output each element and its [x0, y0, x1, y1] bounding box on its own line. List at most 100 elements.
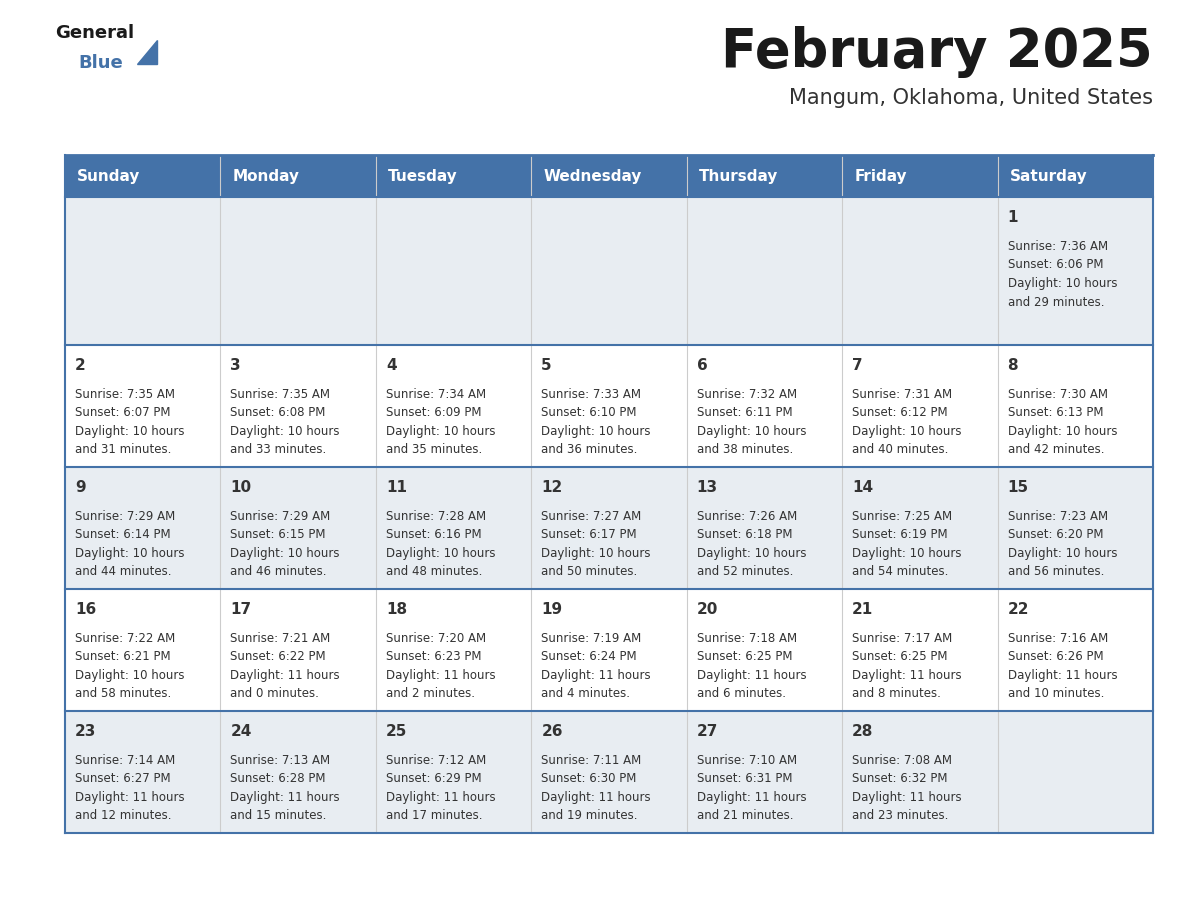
Bar: [65, 197, 1154, 345]
Text: and 6 minutes.: and 6 minutes.: [696, 688, 785, 700]
Text: and 0 minutes.: and 0 minutes.: [230, 688, 320, 700]
Text: and 52 minutes.: and 52 minutes.: [696, 565, 794, 578]
Text: and 56 minutes.: and 56 minutes.: [1007, 565, 1104, 578]
Text: and 2 minutes.: and 2 minutes.: [386, 688, 475, 700]
Text: Daylight: 10 hours: Daylight: 10 hours: [75, 547, 184, 560]
Text: 28: 28: [852, 724, 873, 739]
Text: Sunset: 6:27 PM: Sunset: 6:27 PM: [75, 773, 171, 786]
Bar: [65, 467, 1154, 589]
Text: Friday: Friday: [854, 169, 906, 184]
Text: 26: 26: [542, 724, 563, 739]
Text: Sunset: 6:24 PM: Sunset: 6:24 PM: [542, 651, 637, 664]
Text: Sunrise: 7:08 AM: Sunrise: 7:08 AM: [852, 754, 952, 767]
Text: Sunday: Sunday: [77, 169, 140, 184]
Text: 13: 13: [696, 480, 718, 495]
Bar: [65, 711, 1154, 833]
Text: and 44 minutes.: and 44 minutes.: [75, 565, 171, 578]
Text: Sunrise: 7:28 AM: Sunrise: 7:28 AM: [386, 510, 486, 523]
Text: Daylight: 10 hours: Daylight: 10 hours: [542, 425, 651, 438]
Text: Daylight: 10 hours: Daylight: 10 hours: [852, 547, 961, 560]
Text: Sunrise: 7:12 AM: Sunrise: 7:12 AM: [386, 754, 486, 767]
Text: Daylight: 11 hours: Daylight: 11 hours: [852, 669, 962, 682]
Text: and 21 minutes.: and 21 minutes.: [696, 810, 794, 823]
Text: Sunset: 6:12 PM: Sunset: 6:12 PM: [852, 407, 948, 420]
Text: Sunset: 6:30 PM: Sunset: 6:30 PM: [542, 773, 637, 786]
Text: Tuesday: Tuesday: [387, 169, 457, 184]
Text: Sunset: 6:11 PM: Sunset: 6:11 PM: [696, 407, 792, 420]
Text: 2: 2: [75, 358, 86, 373]
Text: 22: 22: [1007, 602, 1029, 617]
Text: Sunset: 6:21 PM: Sunset: 6:21 PM: [75, 651, 171, 664]
Text: Daylight: 10 hours: Daylight: 10 hours: [1007, 277, 1117, 290]
Text: Sunset: 6:16 PM: Sunset: 6:16 PM: [386, 529, 481, 542]
Text: Daylight: 10 hours: Daylight: 10 hours: [852, 425, 961, 438]
Text: Monday: Monday: [233, 169, 299, 184]
Text: Sunrise: 7:18 AM: Sunrise: 7:18 AM: [696, 632, 797, 645]
Text: Sunset: 6:25 PM: Sunset: 6:25 PM: [696, 651, 792, 664]
Text: Sunset: 6:20 PM: Sunset: 6:20 PM: [1007, 529, 1104, 542]
Text: and 38 minutes.: and 38 minutes.: [696, 443, 792, 456]
Text: Daylight: 10 hours: Daylight: 10 hours: [542, 547, 651, 560]
Text: Sunrise: 7:31 AM: Sunrise: 7:31 AM: [852, 388, 953, 401]
Text: Daylight: 11 hours: Daylight: 11 hours: [542, 669, 651, 682]
Text: Sunrise: 7:21 AM: Sunrise: 7:21 AM: [230, 632, 330, 645]
Text: 4: 4: [386, 358, 397, 373]
Text: 12: 12: [542, 480, 563, 495]
Text: Sunset: 6:17 PM: Sunset: 6:17 PM: [542, 529, 637, 542]
Text: Daylight: 10 hours: Daylight: 10 hours: [1007, 547, 1117, 560]
Text: Sunrise: 7:29 AM: Sunrise: 7:29 AM: [230, 510, 330, 523]
Text: Sunrise: 7:26 AM: Sunrise: 7:26 AM: [696, 510, 797, 523]
Text: Sunset: 6:31 PM: Sunset: 6:31 PM: [696, 773, 792, 786]
Text: 20: 20: [696, 602, 718, 617]
Text: Mangum, Oklahoma, United States: Mangum, Oklahoma, United States: [789, 88, 1154, 108]
Text: 8: 8: [1007, 358, 1018, 373]
Text: 17: 17: [230, 602, 252, 617]
Text: Sunset: 6:22 PM: Sunset: 6:22 PM: [230, 651, 326, 664]
Text: Sunrise: 7:29 AM: Sunrise: 7:29 AM: [75, 510, 176, 523]
Text: and 33 minutes.: and 33 minutes.: [230, 443, 327, 456]
Text: Sunset: 6:23 PM: Sunset: 6:23 PM: [386, 651, 481, 664]
Text: Sunrise: 7:19 AM: Sunrise: 7:19 AM: [542, 632, 642, 645]
Text: 1: 1: [1007, 210, 1018, 225]
Text: Sunrise: 7:35 AM: Sunrise: 7:35 AM: [230, 388, 330, 401]
Text: Sunset: 6:29 PM: Sunset: 6:29 PM: [386, 773, 481, 786]
Text: Sunrise: 7:22 AM: Sunrise: 7:22 AM: [75, 632, 176, 645]
Text: Sunrise: 7:32 AM: Sunrise: 7:32 AM: [696, 388, 797, 401]
Text: and 42 minutes.: and 42 minutes.: [1007, 443, 1104, 456]
Text: 7: 7: [852, 358, 862, 373]
Text: and 17 minutes.: and 17 minutes.: [386, 810, 482, 823]
Bar: [65, 589, 1154, 711]
Text: Sunset: 6:10 PM: Sunset: 6:10 PM: [542, 407, 637, 420]
Text: Daylight: 10 hours: Daylight: 10 hours: [230, 547, 340, 560]
Text: Sunrise: 7:35 AM: Sunrise: 7:35 AM: [75, 388, 175, 401]
Text: Sunset: 6:13 PM: Sunset: 6:13 PM: [1007, 407, 1104, 420]
Bar: [65, 345, 1154, 467]
Text: Sunset: 6:06 PM: Sunset: 6:06 PM: [1007, 259, 1104, 272]
Text: Saturday: Saturday: [1010, 169, 1087, 184]
Text: Daylight: 10 hours: Daylight: 10 hours: [386, 547, 495, 560]
Text: February 2025: February 2025: [721, 26, 1154, 78]
Text: and 36 minutes.: and 36 minutes.: [542, 443, 638, 456]
Text: Daylight: 11 hours: Daylight: 11 hours: [386, 791, 495, 804]
Text: and 58 minutes.: and 58 minutes.: [75, 688, 171, 700]
Text: and 46 minutes.: and 46 minutes.: [230, 565, 327, 578]
Text: Sunrise: 7:30 AM: Sunrise: 7:30 AM: [1007, 388, 1107, 401]
Text: Thursday: Thursday: [699, 169, 778, 184]
Text: Sunset: 6:28 PM: Sunset: 6:28 PM: [230, 773, 326, 786]
Text: and 31 minutes.: and 31 minutes.: [75, 443, 171, 456]
Text: 11: 11: [386, 480, 406, 495]
Text: 5: 5: [542, 358, 552, 373]
Text: Daylight: 11 hours: Daylight: 11 hours: [230, 669, 340, 682]
Text: Sunset: 6:07 PM: Sunset: 6:07 PM: [75, 407, 171, 420]
Text: 18: 18: [386, 602, 407, 617]
Text: Sunset: 6:18 PM: Sunset: 6:18 PM: [696, 529, 792, 542]
Text: Blue: Blue: [78, 54, 122, 72]
Text: and 10 minutes.: and 10 minutes.: [1007, 688, 1104, 700]
Text: Sunset: 6:26 PM: Sunset: 6:26 PM: [1007, 651, 1104, 664]
Text: Daylight: 11 hours: Daylight: 11 hours: [696, 791, 807, 804]
Text: 6: 6: [696, 358, 708, 373]
Text: Sunrise: 7:27 AM: Sunrise: 7:27 AM: [542, 510, 642, 523]
Text: and 12 minutes.: and 12 minutes.: [75, 810, 171, 823]
Text: 21: 21: [852, 602, 873, 617]
Text: 15: 15: [1007, 480, 1029, 495]
